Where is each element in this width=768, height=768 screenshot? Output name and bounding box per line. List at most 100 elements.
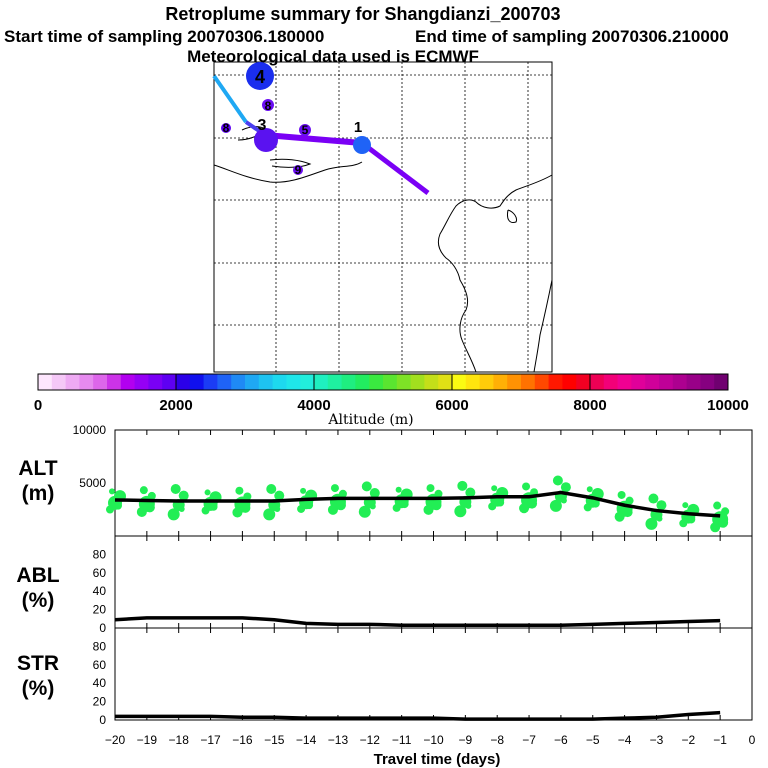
alt-dot (721, 507, 730, 516)
colorbar-cell (383, 374, 398, 390)
colorbar-cell (714, 374, 729, 390)
alt-dot (591, 499, 600, 508)
colorbar-cell (396, 374, 411, 390)
alt-dot (178, 506, 185, 513)
alt-dot (648, 493, 659, 504)
x-tick-label: −12 (360, 733, 381, 747)
alt-dot (457, 480, 468, 491)
x-tick-label: −1 (713, 733, 727, 747)
x-tick-label: −2 (681, 733, 695, 747)
alt-dot (274, 490, 285, 501)
alt-dot (465, 487, 476, 498)
y-tick-label: 60 (93, 658, 107, 672)
colorbar-cell (369, 374, 384, 390)
colorbar-frame (37, 373, 729, 391)
alt-dot (369, 503, 376, 510)
alt-dot (178, 490, 189, 501)
alt-dot (682, 502, 689, 509)
colorbar-cells (38, 374, 729, 390)
x-tick-label: −9 (459, 733, 473, 747)
str-axis-ticks (114, 628, 753, 720)
marker-label: 8 (223, 121, 230, 135)
colorbar-cell (327, 374, 342, 390)
alt-dot (338, 489, 347, 498)
marker-label: 5 (302, 123, 309, 137)
colorbar-tick-label: 4000 (297, 397, 330, 414)
colorbar-cell (79, 374, 94, 390)
colorbar-cell (217, 374, 232, 390)
abl-label: ABL (16, 564, 59, 587)
alt-dot (300, 487, 307, 494)
map-marker: 5 (299, 123, 311, 137)
y-tick-label: 20 (93, 695, 107, 709)
x-tick-label: −5 (586, 733, 600, 747)
colorbar-tick-label: 0 (34, 397, 42, 414)
alt-mean-line-path (114, 490, 721, 518)
colorbar-cell (93, 374, 108, 390)
x-tick-label: −17 (200, 733, 221, 747)
alt-dot (522, 482, 531, 491)
marker-label: 8 (265, 99, 272, 113)
figure-title: Retroplume summary for Shangdianzi_20070… (165, 4, 560, 24)
colorbar-cell (231, 374, 246, 390)
alt-dot (330, 484, 339, 493)
colorbar-cell (562, 374, 577, 390)
colorbar-cell (493, 374, 508, 390)
alt-dot (109, 488, 115, 495)
alt-unit: (m) (22, 482, 55, 505)
map-marker: 8 (262, 99, 274, 113)
x-tick-label: −20 (105, 733, 126, 747)
colorbar-cell (300, 374, 315, 390)
alt-dot (552, 475, 563, 486)
colorbar-cell (355, 374, 370, 390)
map-marker: 8 (221, 121, 231, 135)
alt-dot (586, 486, 593, 493)
x-axis-title: Travel time (days) (374, 751, 501, 768)
colorbar-cell (479, 374, 494, 390)
y-tick-label: 80 (93, 639, 107, 653)
alt-dot (274, 506, 281, 513)
alt-dot (167, 508, 180, 521)
alt-dot (656, 515, 663, 522)
alt-dot (434, 489, 443, 498)
map-marker: 4 (246, 62, 274, 90)
abl-ytick-labels: 80 60 40 20 0 (93, 547, 107, 635)
track-segment (360, 141, 430, 195)
alt-dot (114, 501, 122, 510)
alt-ytick-label: 10000 (73, 423, 107, 437)
colorbar-tick-label: 10000 (707, 397, 749, 414)
colorbar-cell (603, 374, 618, 390)
alt-dot (369, 488, 380, 499)
x-tick-label: −13 (328, 733, 349, 747)
colorbar-cell (631, 374, 646, 390)
colorbar-cell (548, 374, 563, 390)
alt-dot (358, 505, 371, 518)
track-segment (264, 132, 363, 146)
colorbar-cell (617, 374, 632, 390)
series-line (114, 616, 721, 627)
marker-label: 3 (258, 117, 267, 134)
alt-dot (527, 498, 538, 509)
alt-dot (718, 517, 729, 528)
alt-dot (560, 482, 571, 493)
alt-dot (266, 483, 277, 494)
colorbar-cell (51, 374, 66, 390)
end-time-label: End time of sampling 20070306.210000 (415, 27, 729, 46)
alt-dot (400, 500, 409, 509)
alt-dot (496, 498, 505, 507)
alt-dot (426, 484, 435, 493)
str-label: STR (17, 652, 59, 675)
colorbar-cell (176, 374, 191, 390)
x-tick-label: −7 (522, 733, 536, 747)
map-frame (213, 61, 553, 373)
plume-markers: 4 3 8 8 1 5 9 (221, 62, 371, 177)
colorbar-tick-labels: 0 2000 4000 6000 8000 10000 (34, 397, 749, 414)
series-line (115, 710, 721, 721)
map-marker: 1 (353, 119, 371, 154)
alt-dot (395, 486, 402, 493)
colorbar-cell (645, 374, 660, 390)
colorbar-cell (286, 374, 301, 390)
colorbar-cell (672, 374, 687, 390)
colorbar-cell (148, 374, 163, 390)
